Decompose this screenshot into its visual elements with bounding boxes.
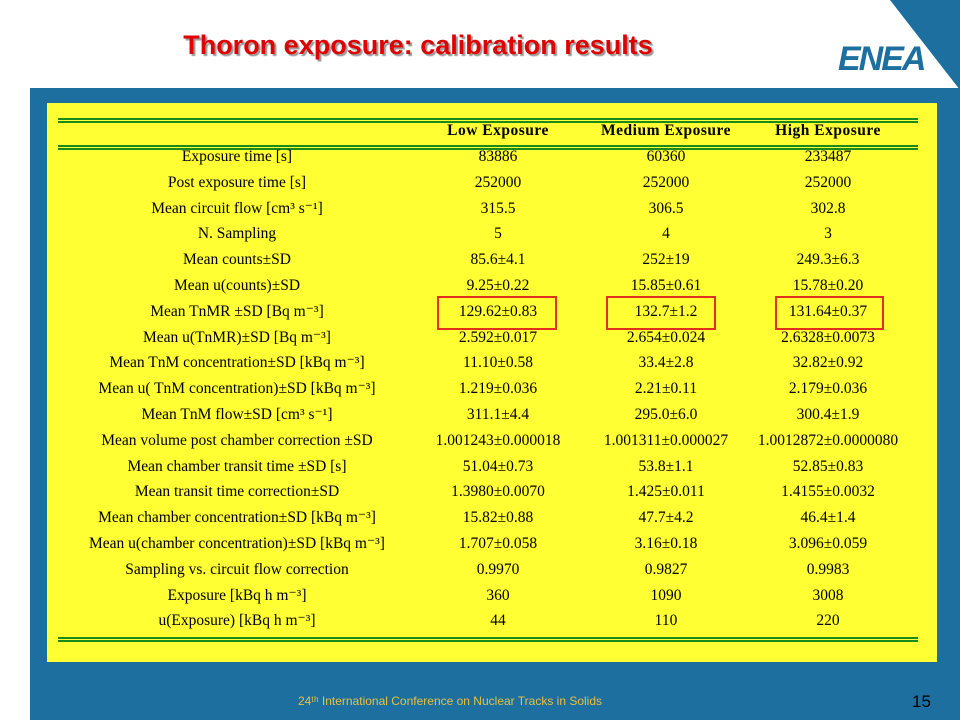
table-panel: [47, 103, 937, 662]
value-cell: 9.25±0.22: [466, 277, 530, 294]
column-header: High Exposure: [775, 122, 881, 139]
row-label: Mean counts±SD: [183, 251, 291, 269]
value-cell: 252±19: [642, 251, 690, 269]
value-cell: 129.62±0.83: [458, 302, 538, 320]
row-label: Mean u( TnM concentration)±SD [kBq m⁻³]: [98, 380, 376, 398]
value-cell: 4: [662, 225, 670, 243]
rule: [58, 145, 918, 147]
value-cell: 3008: [812, 586, 844, 604]
value-cell: 132.7±1.2: [634, 302, 698, 320]
row-label: Mean transit time correction±SD: [134, 483, 340, 501]
value-cell: 2.654±0.024: [626, 328, 706, 346]
value-cell: 300.4±1.9: [796, 406, 860, 423]
value-cell: 1.707±0.058: [458, 535, 538, 552]
value-cell: 252000: [804, 173, 852, 191]
footer-text: 24ᵗʰ International Conference on Nuclear…: [297, 694, 603, 708]
row-label: Mean u(chamber concentration)±SD [kBq m⁻…: [89, 535, 385, 552]
value-cell: 85.6±4.1: [470, 251, 526, 269]
column-header: Low Exposure: [447, 122, 549, 139]
value-cell: 44: [490, 612, 506, 630]
value-cell: 11.10±0.58: [463, 354, 533, 372]
value-cell: 249.3±6.3: [796, 251, 860, 269]
value-cell: 0.9983: [806, 560, 850, 578]
value-cell: 131.64±0.37: [788, 302, 868, 320]
value-cell: 233487: [804, 148, 852, 165]
value-cell: 1.219±0.036: [458, 380, 538, 398]
row-label: Mean chamber transit time ±SD [s]: [127, 457, 347, 475]
row-label: Mean u(counts)±SD: [173, 277, 301, 294]
rule: [58, 148, 918, 150]
value-cell: 5: [494, 225, 502, 243]
value-cell: 2.21±0.11: [634, 380, 698, 398]
value-cell: 220: [816, 612, 840, 630]
value-cell: 83886: [478, 148, 518, 165]
value-cell: 1.001243±0.000018: [435, 431, 561, 449]
value-cell: 2.592±0.017: [458, 328, 538, 346]
corner-shape: [890, 0, 960, 90]
value-cell: 1.425±0.011: [627, 483, 705, 501]
value-cell: 1.3980±0.0070: [451, 483, 545, 501]
value-cell: 1.0012872±0.0000080: [757, 431, 899, 449]
value-cell: 15.78±0.20: [792, 277, 864, 294]
value-cell: 302.8: [810, 199, 846, 217]
row-label: Exposure time [s]: [181, 148, 293, 165]
value-cell: 33.4±2.8: [638, 354, 694, 372]
column-header: Medium Exposure: [601, 122, 731, 139]
rule: [58, 121, 918, 123]
row-label: Exposure [kBq h m⁻³]: [167, 586, 307, 604]
value-cell: 1090: [650, 586, 682, 604]
highlight-box: [775, 295, 884, 330]
highlight-box: [606, 295, 716, 330]
value-cell: 311.1±4.4: [466, 406, 530, 423]
value-cell: 32.82±0.92: [792, 354, 864, 372]
logo: ENEA: [838, 40, 926, 78]
row-label: Mean volume post chamber correction ±SD: [101, 431, 373, 449]
row-label: Mean chamber concentration±SD [kBq m⁻³]: [98, 509, 376, 527]
value-cell: 252000: [474, 173, 522, 191]
row-label: Mean TnM flow±SD [cm³ s⁻¹]: [141, 406, 333, 423]
row-label: Mean u(TnMR)±SD [Bq m⁻³]: [143, 328, 331, 346]
value-cell: 15.85±0.61: [630, 277, 702, 294]
value-cell: 315.5: [480, 199, 516, 217]
value-cell: 3.096±0.059: [788, 535, 868, 552]
value-cell: 1.001311±0.000027: [603, 431, 729, 449]
value-cell: 53.8±1.1: [638, 457, 694, 475]
value-cell: 0.9827: [644, 560, 688, 578]
row-label: Mean TnM concentration±SD [kBq m⁻³]: [109, 354, 365, 372]
value-cell: 2.6328±0.0073: [781, 328, 875, 346]
rule: [58, 118, 918, 120]
row-label: N. Sampling: [197, 225, 277, 243]
row-label: Sampling vs. circuit flow correction: [125, 560, 349, 578]
value-cell: 60360: [646, 148, 686, 165]
value-cell: 3.16±0.18: [634, 535, 698, 552]
row-label: Mean TnMR ±SD [Bq m⁻³]: [150, 302, 324, 320]
value-cell: 52.85±0.83: [792, 457, 864, 475]
rule: [58, 640, 918, 642]
value-cell: 3: [824, 225, 832, 243]
value-cell: 51.04±0.73: [462, 457, 534, 475]
value-cell: 47.7±4.2: [638, 509, 694, 527]
page-number: 15: [912, 692, 931, 711]
value-cell: 0.9970: [476, 560, 520, 578]
value-cell: 252000: [642, 173, 690, 191]
slide-title: Thoron exposure: calibration results: [183, 30, 653, 60]
highlight-box: [437, 295, 557, 330]
value-cell: 295.0±6.0: [634, 406, 698, 423]
value-cell: 2.179±0.036: [788, 380, 868, 398]
row-label: Post exposure time [s]: [167, 173, 307, 191]
value-cell: 110: [654, 612, 678, 630]
value-cell: 46.4±1.4: [800, 509, 856, 527]
row-label: Mean circuit flow [cm³ s⁻¹]: [151, 199, 323, 217]
rule: [58, 637, 918, 639]
value-cell: 15.82±0.88: [462, 509, 534, 527]
value-cell: 306.5: [648, 199, 684, 217]
row-label: u(Exposure) [kBq h m⁻³]: [158, 612, 316, 630]
value-cell: 1.4155±0.0032: [781, 483, 875, 501]
value-cell: 360: [486, 586, 510, 604]
